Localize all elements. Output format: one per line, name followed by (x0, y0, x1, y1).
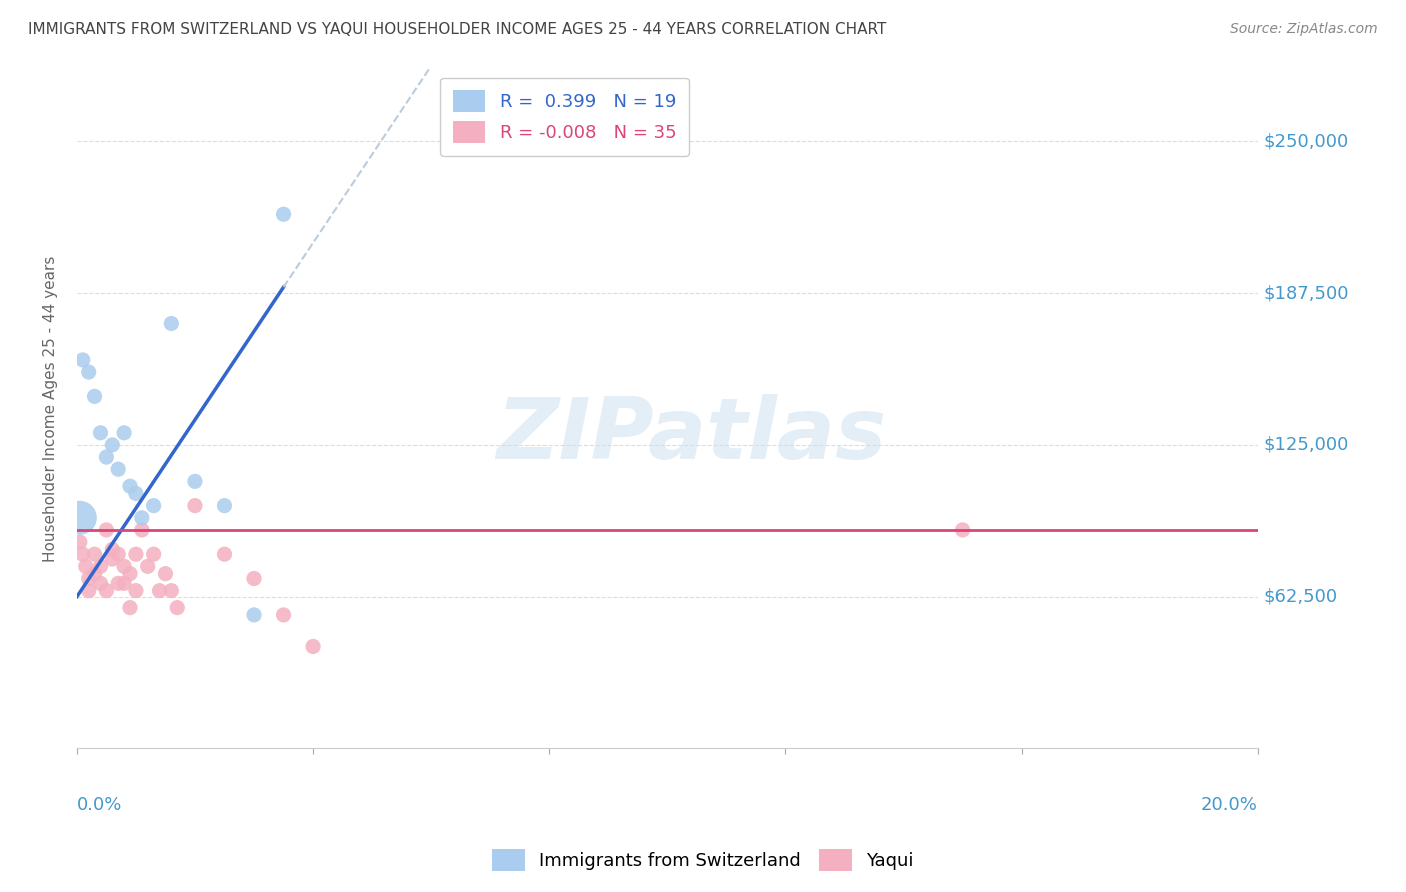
Text: $62,500: $62,500 (1264, 588, 1339, 606)
Point (107, 547, 129, 561)
Point (96, 583, 118, 598)
Point (101, 552, 124, 566)
Legend: Immigrants from Switzerland, Yaqui: Immigrants from Switzerland, Yaqui (485, 842, 921, 879)
Text: 0.0%: 0.0% (77, 796, 122, 814)
Point (101, 542, 124, 557)
Point (160, 317, 183, 331)
Text: IMMIGRANTS FROM SWITZERLAND VS YAQUI HOUSEHOLDER INCOME AGES 25 - 44 YEARS CORRE: IMMIGRANTS FROM SWITZERLAND VS YAQUI HOU… (28, 22, 887, 37)
Point (89, 559, 111, 574)
Point (118, 479, 141, 493)
Point (952, 523, 974, 537)
Point (96, 450, 118, 464)
Point (96, 523, 118, 537)
Point (89, 425, 111, 440)
Text: ZIPatlas: ZIPatlas (496, 394, 886, 477)
Point (69, 535, 91, 549)
Point (214, 499, 236, 513)
Text: $125,000: $125,000 (1264, 436, 1350, 454)
Point (131, 510, 153, 524)
Text: $187,500: $187,500 (1264, 285, 1350, 302)
Point (89, 576, 111, 591)
Text: 20.0%: 20.0% (1201, 796, 1258, 814)
Point (112, 576, 135, 591)
Point (142, 499, 165, 513)
Point (273, 207, 295, 221)
Point (77, 365, 100, 379)
Point (107, 576, 129, 591)
Point (166, 600, 188, 615)
Legend: R =  0.399   N = 19, R = -0.008   N = 35: R = 0.399 N = 19, R = -0.008 N = 35 (440, 78, 689, 156)
Point (118, 600, 141, 615)
Point (131, 523, 153, 537)
Text: Source: ZipAtlas.com: Source: ZipAtlas.com (1230, 22, 1378, 37)
Point (112, 559, 135, 574)
Point (118, 566, 141, 581)
Point (83, 566, 105, 581)
Point (125, 486, 148, 500)
Text: $250,000: $250,000 (1264, 132, 1348, 151)
Point (142, 547, 165, 561)
Point (101, 438, 124, 452)
Point (77, 572, 100, 586)
Point (125, 547, 148, 561)
Point (243, 572, 266, 586)
Point (136, 559, 159, 574)
Point (112, 425, 135, 440)
Point (107, 462, 129, 476)
Point (83, 389, 105, 403)
Point (69, 510, 91, 524)
Point (160, 583, 183, 598)
Point (302, 640, 325, 654)
Point (155, 566, 177, 581)
Point (273, 607, 295, 622)
Point (72, 547, 94, 561)
Point (75, 559, 97, 574)
Point (184, 499, 207, 513)
Point (77, 583, 100, 598)
Point (148, 583, 170, 598)
Point (214, 547, 236, 561)
Point (184, 475, 207, 489)
Point (243, 607, 266, 622)
Point (72, 353, 94, 368)
Y-axis label: Householder Income Ages 25 - 44 years: Householder Income Ages 25 - 44 years (44, 255, 58, 562)
Point (125, 583, 148, 598)
Point (83, 547, 105, 561)
